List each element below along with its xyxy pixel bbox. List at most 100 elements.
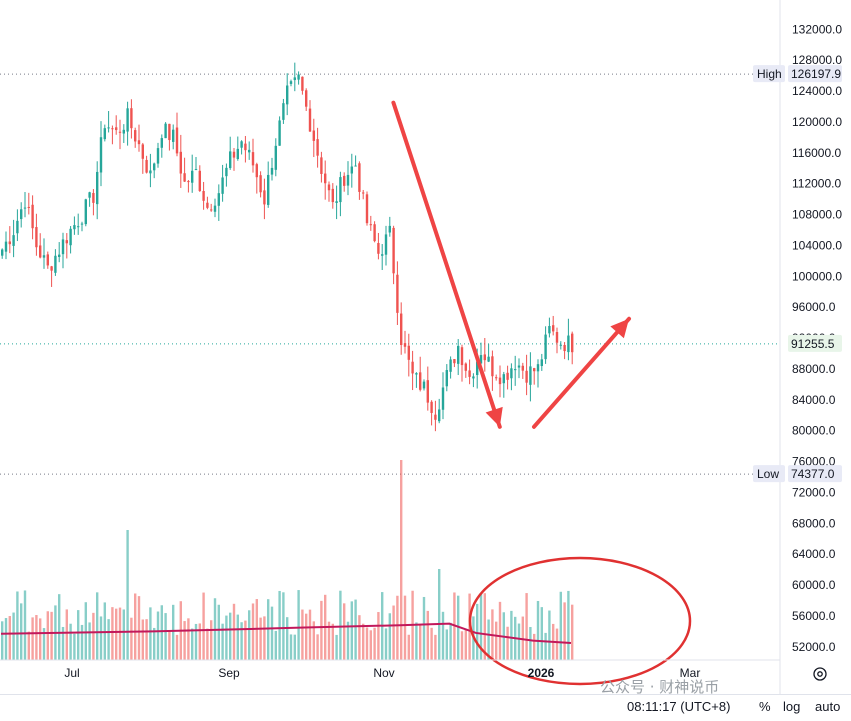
price-tick-label: 112000.0 — [792, 177, 841, 191]
time-tick-label: Sep — [218, 666, 240, 680]
volume-bar — [248, 610, 251, 660]
candle-body — [411, 361, 414, 374]
candle-body — [39, 245, 42, 258]
volume-bar — [20, 603, 23, 660]
volume-bar — [145, 619, 148, 660]
volume-bar — [544, 632, 547, 660]
volume-bar — [191, 628, 194, 660]
volume-bar — [126, 530, 129, 660]
time-tick-label: 2026 — [528, 666, 555, 680]
candle-body — [419, 372, 422, 390]
volume-bar — [555, 628, 559, 660]
candle-body — [510, 368, 513, 379]
candle-body — [12, 235, 15, 246]
volume-bar — [392, 605, 395, 660]
volume-bar — [301, 609, 304, 660]
candle-body — [278, 120, 281, 146]
candle-body — [179, 151, 182, 174]
candle-body — [346, 174, 350, 186]
volume-bar — [217, 604, 220, 660]
candle-body — [415, 373, 418, 375]
volume-bar — [16, 591, 19, 660]
low-marker-label: Low — [757, 467, 779, 481]
candle-body — [365, 194, 369, 224]
volume-bar — [441, 611, 445, 660]
candle-body — [392, 227, 395, 274]
volume-bar — [525, 593, 528, 660]
volume-bar — [369, 630, 372, 660]
volume-bar — [263, 616, 266, 660]
candle-body — [270, 167, 274, 175]
volume-bar — [365, 627, 369, 660]
volume-bar — [88, 622, 91, 660]
volume-bar — [141, 619, 144, 660]
candle-body — [73, 225, 76, 230]
candle-body — [267, 174, 270, 205]
volume-bar — [61, 626, 65, 660]
volume-bar — [339, 590, 342, 660]
candle-body — [23, 207, 27, 209]
volume-bar — [305, 613, 308, 660]
price-tick-label: 56000.0 — [792, 609, 836, 623]
volume-bar — [274, 630, 277, 660]
volume-bar — [438, 569, 441, 660]
candle-body — [487, 356, 490, 362]
volume-bar — [206, 628, 209, 660]
candle-body — [396, 274, 399, 313]
candle-body — [217, 193, 220, 206]
candle-body — [118, 131, 122, 133]
volume-bar — [225, 615, 228, 660]
candle-body — [400, 313, 403, 346]
candle-body — [4, 241, 8, 252]
log-toggle[interactable]: log — [783, 699, 801, 714]
volume-bar — [495, 621, 498, 660]
volume-bar — [4, 618, 8, 660]
candle-body — [191, 170, 194, 183]
volume-bar — [460, 631, 464, 660]
candle-body — [194, 169, 198, 171]
candle-body — [377, 242, 380, 254]
price-tick-label: 60000.0 — [792, 578, 836, 592]
bottom-toolbar: 08:11:17 (UTC+8) % log auto — [0, 694, 851, 721]
volume-bar — [419, 625, 422, 660]
candle-body — [350, 166, 353, 174]
candle-body — [445, 370, 448, 387]
watermark: 公众号 · 财神说币 — [600, 676, 719, 697]
volume-bar — [251, 603, 255, 660]
candle-body — [99, 137, 103, 173]
candle-body — [384, 234, 388, 255]
price-tick-label: 72000.0 — [792, 485, 836, 499]
candle-body — [46, 254, 49, 266]
time-tick-label: Nov — [373, 666, 394, 680]
up-arrow-annotation — [532, 316, 631, 429]
candle-body — [358, 163, 361, 192]
candle-body — [96, 171, 99, 205]
volume-bar — [84, 602, 87, 660]
volume-bar — [559, 591, 562, 660]
volume-bar — [388, 613, 391, 660]
percent-toggle[interactable]: % — [759, 699, 771, 714]
volume-bar — [46, 611, 49, 660]
candle-body — [168, 123, 171, 141]
candle-body — [240, 141, 243, 148]
candle-body — [506, 372, 509, 380]
volume-bar — [316, 634, 319, 660]
volume-bar — [464, 629, 467, 660]
candle-body — [438, 409, 441, 422]
candle-body — [293, 77, 296, 81]
gear-icon[interactable] — [813, 667, 827, 681]
candle-body — [457, 345, 460, 364]
candle-body — [16, 220, 19, 234]
candle-body — [491, 356, 494, 377]
volume-bar — [346, 621, 350, 660]
auto-toggle[interactable]: auto — [815, 699, 841, 714]
volume-bar — [434, 634, 437, 660]
volume-bar — [426, 610, 429, 660]
volume-bar — [149, 607, 152, 660]
volume-bar — [396, 595, 399, 660]
candle-body — [525, 370, 528, 383]
volume-bar — [278, 590, 281, 660]
candle-body — [282, 103, 285, 120]
candle-body — [529, 366, 532, 385]
